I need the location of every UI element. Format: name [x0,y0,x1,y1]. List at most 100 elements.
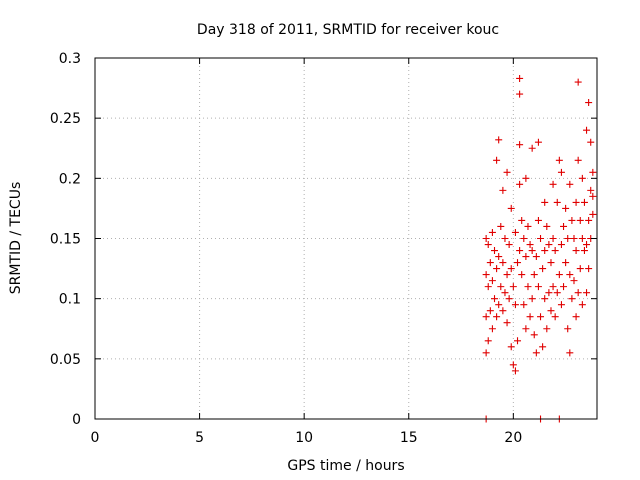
data-point [520,301,528,309]
data-point [522,253,530,261]
data-point [541,295,549,303]
data-point [497,222,505,230]
data-point [539,343,547,351]
data-point [583,241,591,249]
data-point [551,313,559,321]
data-point [557,241,565,249]
data-point [518,271,526,279]
grid [95,58,597,419]
data-point [549,180,557,188]
data-point [555,156,563,164]
data-point [572,247,580,255]
data-point [497,283,505,291]
data-point [532,253,540,261]
data-point [574,289,582,297]
data-point [501,289,509,297]
data-point [505,241,513,249]
data-point [576,216,584,224]
y-tick-label: 0.25 [50,111,81,127]
y-tick-label: 0.2 [59,171,81,187]
data-point [484,283,492,291]
data-point [526,241,534,249]
data-point [501,235,509,242]
data-point [495,136,503,144]
data-point [482,235,490,242]
chart-title: Day 318 of 2011, SRMTID for receiver kou… [197,22,499,38]
data-point [568,216,576,224]
data-point [551,247,559,255]
data-point [532,349,540,357]
data-point [549,235,557,242]
data-point [566,271,574,279]
data-point [589,192,597,200]
x-tick-label: 5 [195,430,204,446]
data-point [553,198,561,206]
data-point [507,204,515,212]
data-point [534,283,542,291]
data-point [520,235,528,242]
data-point [534,138,542,146]
data-point [503,271,511,279]
data-point [530,331,538,339]
y-tick-label: 0.05 [50,352,81,368]
data-point [486,307,494,315]
data-point [543,325,551,333]
data-point [576,265,584,273]
x-tick-label: 20 [504,430,522,446]
data-point [514,337,522,345]
data-point [507,265,515,273]
data-point [587,186,595,194]
data-point [557,168,565,176]
y-tick-label: 0.1 [59,292,81,308]
data-point [488,325,496,333]
data-point [526,313,534,321]
data-point [555,271,563,279]
data-point [524,222,532,230]
data-point [484,337,492,345]
data-point [509,361,517,369]
x-tick-label: 0 [91,430,100,446]
data-point [562,259,570,267]
data-point [482,313,490,321]
data-point [572,198,580,206]
data-point [516,141,524,149]
data-point [541,198,549,206]
data-point [528,295,536,303]
data-point [578,235,586,242]
data-point [495,253,503,261]
data-point [537,313,545,321]
data-point [516,90,524,98]
axis-ticks: 0 0.05 0.1 0.15 0.2 0.25 0.3 0 5 10 15 20 [50,51,597,446]
data-point [545,241,553,249]
data-point [486,259,494,267]
data-point [516,74,524,82]
data-point [578,174,586,182]
data-point [518,216,526,224]
data-point [562,204,570,212]
data-point [537,235,545,242]
data-point [566,180,574,188]
data-point [560,283,568,291]
data-point [572,313,580,321]
data-point [505,295,513,303]
data-point [528,247,536,255]
data-point [570,235,578,242]
data-point [580,198,588,206]
data-point [583,126,591,134]
data-point [509,283,517,291]
data-point [557,301,565,309]
data-point [491,295,499,303]
data-point [564,235,572,242]
data-point [530,271,538,279]
data-point [574,78,582,86]
data-point [553,289,561,297]
data-point [549,283,557,291]
data-points [482,74,597,423]
data-point [511,301,519,309]
data-point [574,156,582,164]
y-tick-label: 0.15 [50,232,81,248]
data-point [491,247,499,255]
data-point [484,241,492,249]
data-point [503,319,511,327]
